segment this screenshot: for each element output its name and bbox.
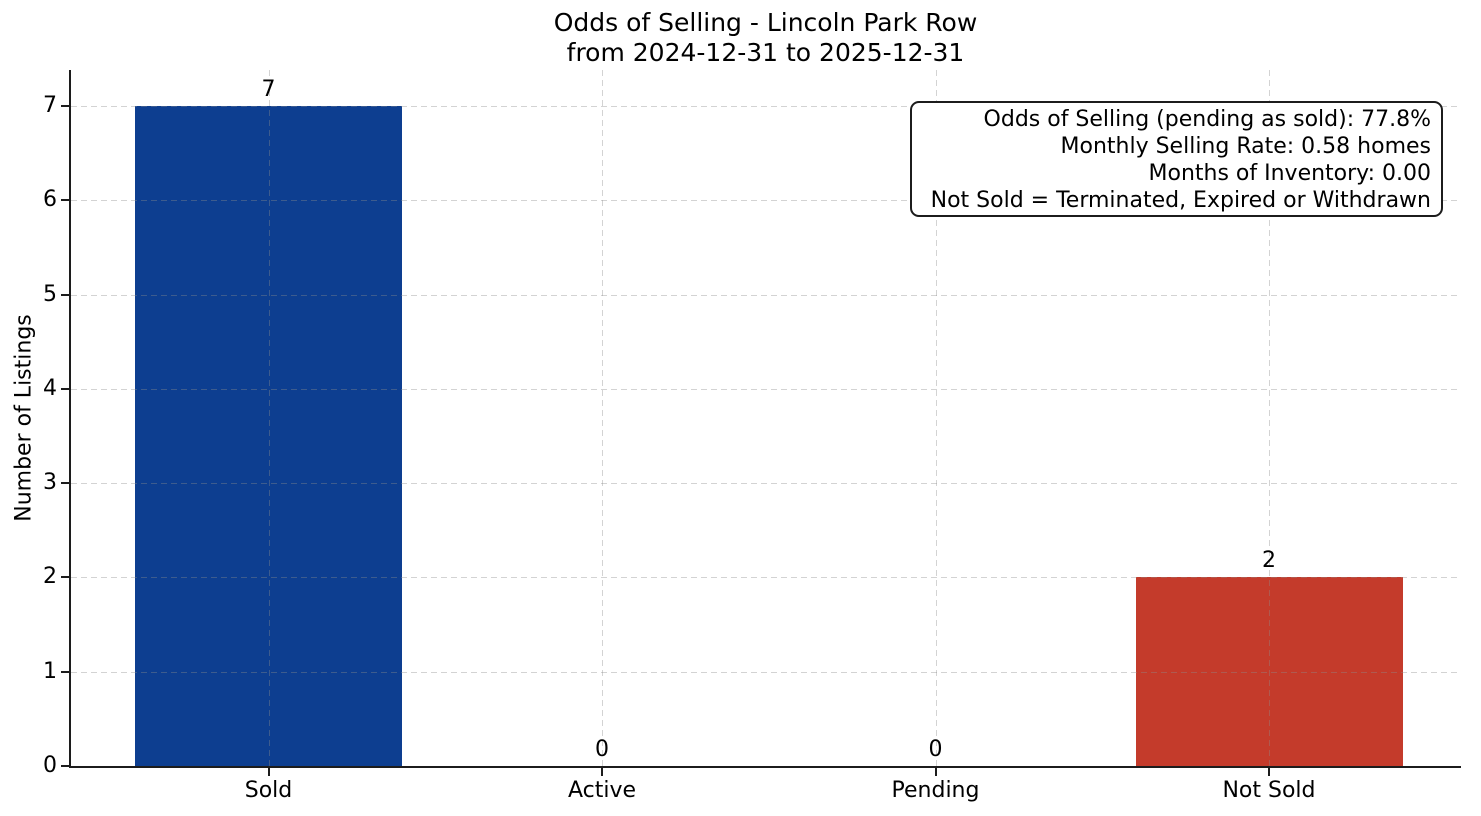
y-tick-label-5: 5: [43, 281, 57, 307]
annotation-odds-of-selling: Odds of Selling (pending as sold): 77.8%: [983, 107, 1431, 132]
x-tick-not-sold: [1268, 768, 1270, 776]
chart-title-line-1: Odds of Selling - Lincoln Park Row: [553, 8, 978, 37]
y-tick-4: [61, 387, 69, 390]
x-tick-sold: [267, 768, 270, 776]
y-tick-label-1: 1: [43, 658, 57, 684]
x-tick-active: [601, 768, 603, 776]
value-label-sold: 7: [261, 76, 276, 102]
h-gridline-y7: [71, 105, 1460, 107]
y-tick-0: [61, 765, 69, 767]
x-tick-label-sold: Sold: [244, 778, 293, 803]
h-gridline-y4: [71, 388, 1460, 390]
value-label-active: 0: [595, 737, 609, 762]
value-label-not-sold: 2: [1262, 548, 1276, 574]
v-gridline-sold: [268, 70, 270, 766]
bar-sold: [135, 105, 402, 766]
x-tick-label-pending: Pending: [891, 778, 980, 803]
y-tick-label-7: 7: [43, 92, 57, 118]
h-gridline-y5: [71, 294, 1460, 296]
value-label-pending: 0: [928, 737, 943, 762]
y-tick-label-0: 0: [43, 753, 57, 778]
y-tick-label-2: 2: [43, 564, 57, 590]
chart-title: Odds of Selling - Lincoln Park Row from …: [71, 8, 1460, 68]
y-tick-label-3: 3: [43, 470, 57, 496]
annotation-monthly-selling-rate: Monthly Selling Rate: 0.58 homes: [1060, 134, 1431, 159]
annotation-months-of-inventory: Months of Inventory: 0.00: [1148, 161, 1431, 186]
h-gridline-y1: [71, 671, 1460, 673]
y-tick-2: [61, 576, 69, 579]
y-tick-1: [61, 670, 69, 673]
x-axis-spine: [69, 766, 1461, 768]
stats-annotation-box: Odds of Selling (pending as sold): 77.8%…: [910, 101, 1443, 217]
y-tick-5: [61, 293, 69, 296]
v-gridline-not-sold: [1269, 70, 1270, 766]
y-axis-spine: [69, 70, 71, 768]
x-tick-label-not-sold: Not Sold: [1222, 778, 1316, 803]
y-tick-label-6: 6: [43, 187, 57, 213]
annotation-not-sold-definition: Not Sold = Terminated, Expired or Withdr…: [930, 188, 1431, 213]
v-gridline-pending: [935, 70, 937, 766]
y-tick-label-4: 4: [43, 375, 57, 401]
h-gridline-y3: [71, 483, 1460, 485]
x-tick-pending: [934, 768, 937, 776]
x-tick-label-active: Active: [567, 778, 637, 803]
h-gridline-y2: [71, 577, 1460, 579]
bar-not-sold: [1135, 577, 1403, 766]
y-tick-6: [61, 199, 69, 202]
y-tick-3: [61, 482, 69, 485]
chart-title-line-2: from 2024-12-31 to 2025-12-31: [566, 38, 965, 67]
v-gridline-active: [602, 70, 603, 766]
h-gridline-y6: [71, 200, 1460, 202]
y-tick-7: [61, 104, 69, 107]
